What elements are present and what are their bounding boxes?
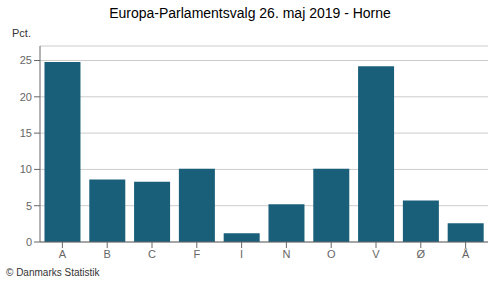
svg-text:25: 25 [20, 54, 32, 66]
svg-text:5: 5 [26, 200, 32, 212]
svg-text:C: C [148, 248, 156, 260]
svg-text:N: N [282, 248, 290, 260]
svg-text:20: 20 [20, 91, 32, 103]
svg-text:Å: Å [462, 248, 470, 260]
html-text:Europa-Parlamentsvalg 26. maj: Europa-Parlamentsvalg 26. maj 2019 - Hor… [109, 5, 391, 21]
svg-text:15: 15 [20, 127, 32, 139]
svg-text:F: F [193, 248, 200, 260]
html-text:Pct.: Pct. [12, 27, 31, 39]
svg-text:V: V [372, 248, 380, 260]
svg-text:O: O [327, 248, 336, 260]
svg-text:B: B [104, 248, 111, 260]
svg-text:I: I [240, 248, 243, 260]
svg-text:A: A [59, 248, 67, 260]
html-text:© Danmarks Statistik: © Danmarks Statistik [6, 267, 100, 278]
svg-text:Ø: Ø [417, 248, 426, 260]
svg-text:10: 10 [20, 163, 32, 175]
svg-text:0: 0 [26, 236, 32, 248]
